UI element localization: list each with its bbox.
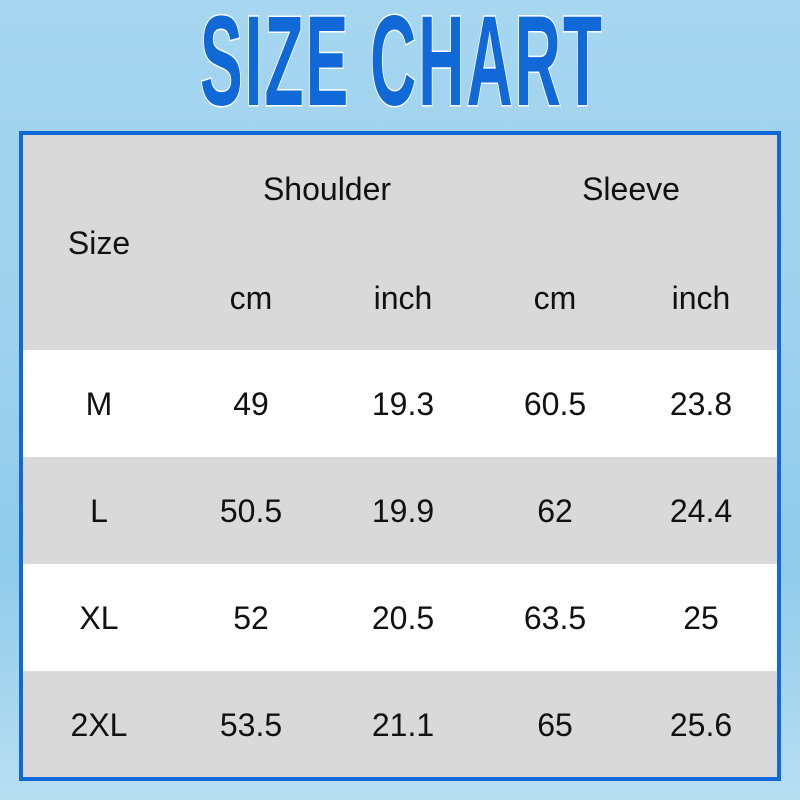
measurement-cell: 63.5	[523, 600, 587, 636]
table-row: M 49 19.3 60.5 23.8	[23, 350, 777, 457]
title-text: SIZE CHART	[199, 0, 604, 133]
size-label: M	[85, 386, 113, 422]
header-unit: cm	[533, 280, 577, 316]
header-size: Size	[67, 225, 131, 261]
measurement-cell: 65	[537, 707, 573, 743]
size-label: 2XL	[70, 707, 128, 743]
measurement-cell: 19.9	[371, 493, 435, 529]
header-unit: cm	[229, 280, 273, 316]
size-table: Size Shoulder Sleeve cm inch cm inch M 49…	[19, 131, 781, 781]
measurement-cell: 49	[233, 386, 269, 422]
measurement-cell: 52	[233, 600, 269, 636]
measurement-cell: 60.5	[523, 386, 587, 422]
table-row: 2XL 53.5 21.1 65 25.6	[23, 671, 777, 777]
measurement-cell: 53.5	[219, 707, 283, 743]
measurement-cell: 20.5	[371, 600, 435, 636]
header-unit: inch	[671, 280, 731, 316]
measurement-cell: 25.6	[669, 707, 733, 743]
table-header: Size Shoulder Sleeve cm inch cm inch	[23, 135, 777, 350]
measurement-cell: 23.8	[669, 386, 733, 422]
measurement-cell: 50.5	[219, 493, 283, 529]
header-shoulder: Shoulder	[262, 171, 392, 207]
measurement-cell: 24.4	[669, 493, 733, 529]
header-unit: inch	[373, 280, 433, 316]
table-row: XL 52 20.5 63.5 25	[23, 564, 777, 671]
measurement-cell: 62	[537, 493, 573, 529]
size-label: L	[90, 493, 108, 529]
measurement-cell: 25	[683, 600, 719, 636]
measurement-cell: 21.1	[371, 707, 435, 743]
header-sleeve: Sleeve	[582, 171, 680, 207]
measurement-cell: 19.3	[371, 386, 435, 422]
table-row: L 50.5 19.9 62 24.4	[23, 457, 777, 564]
page-title: SIZE CHART	[0, 0, 800, 133]
size-label: XL	[79, 600, 119, 636]
